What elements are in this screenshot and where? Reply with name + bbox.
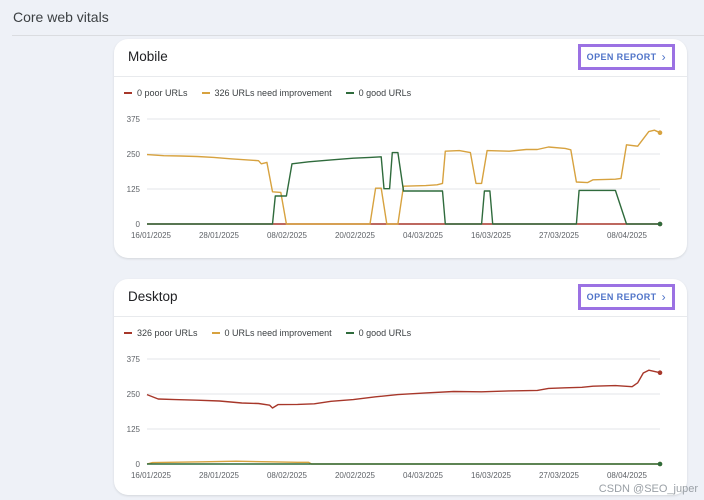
desktop-card-title: Desktop <box>128 289 178 304</box>
open-report-label: OPEN REPORT <box>586 292 657 302</box>
legend-swatch <box>345 332 354 334</box>
y-tick-label: 375 <box>127 115 141 124</box>
mobile-chart: 0 125 250 375 16/01/2025 28/01/2025 08/02/2025… <box>127 115 663 240</box>
legend-swatch <box>211 332 220 334</box>
series-end-point <box>657 130 663 136</box>
legend-item-good[interactable]: 0 good URLs <box>345 328 412 338</box>
open-report-label: OPEN REPORT <box>586 52 657 62</box>
x-tick-label: 16/01/2025 <box>131 231 172 240</box>
x-tick-label: 27/03/2025 <box>539 471 580 480</box>
chevron-right-icon: › <box>661 290 666 304</box>
x-tick-label: 28/01/2025 <box>199 471 240 480</box>
legend-label: 0 good URLs <box>358 328 412 338</box>
x-tick-label: 16/01/2025 <box>131 471 172 480</box>
series-line <box>146 129 661 225</box>
legend-label: 326 poor URLs <box>137 328 198 338</box>
mobile-open-report-button[interactable]: OPEN REPORT › <box>577 44 675 70</box>
x-tick-label: 16/03/2025 <box>471 471 512 480</box>
legend-swatch <box>124 92 132 94</box>
legend-swatch <box>124 332 132 334</box>
legend-swatch <box>345 92 354 94</box>
x-tick-label: 28/01/2025 <box>199 231 240 240</box>
legend-item-needs-improvement[interactable]: 0 URLs need improvement <box>211 328 332 338</box>
x-tick-label: 08/02/2025 <box>267 231 308 240</box>
x-tick-label: 08/04/2025 <box>607 471 648 480</box>
x-tick-label: 08/02/2025 <box>267 471 308 480</box>
y-tick-label: 125 <box>127 425 141 434</box>
mobile-card: Mobile OPEN REPORT › 0 poor URLs 326 URL… <box>114 39 687 258</box>
series-end-point <box>657 461 663 467</box>
y-tick-label: 250 <box>127 150 141 159</box>
y-tick-label: 375 <box>127 355 141 364</box>
legend-label: 0 poor URLs <box>137 88 188 98</box>
watermark: CSDN @SEO_juper <box>598 483 698 495</box>
card-divider <box>114 76 687 77</box>
y-tick-label: 250 <box>127 390 141 399</box>
x-tick-label: 04/03/2025 <box>403 231 444 240</box>
series-line <box>147 151 660 225</box>
title-divider <box>12 35 704 36</box>
mobile-card-title: Mobile <box>128 49 168 64</box>
y-tick-label: 0 <box>136 220 141 229</box>
x-tick-label: 16/03/2025 <box>471 231 512 240</box>
desktop-card: Desktop OPEN REPORT › 326 poor URLs 0 UR… <box>114 279 687 495</box>
legend-item-poor[interactable]: 326 poor URLs <box>124 328 198 338</box>
chevron-right-icon: › <box>661 50 666 64</box>
y-tick-label: 0 <box>136 460 141 469</box>
x-tick-label: 20/02/2025 <box>335 471 376 480</box>
y-tick-label: 125 <box>127 185 141 194</box>
legend-item-needs-improvement[interactable]: 326 URLs need improvement <box>201 88 332 98</box>
x-tick-label: 04/03/2025 <box>403 471 444 480</box>
mobile-legend: 0 poor URLs 326 URLs need improvement 0 … <box>124 88 411 98</box>
desktop-open-report-button[interactable]: OPEN REPORT › <box>577 284 675 310</box>
legend-swatch <box>201 92 210 94</box>
legend-item-poor[interactable]: 0 poor URLs <box>124 88 188 98</box>
page-title: Core web vitals <box>13 9 109 25</box>
legend-item-good[interactable]: 0 good URLs <box>345 88 412 98</box>
legend-label: 0 URLs need improvement <box>224 328 332 338</box>
legend-label: 326 URLs need improvement <box>214 88 332 98</box>
x-tick-label: 08/04/2025 <box>607 231 648 240</box>
desktop-chart: 0 125 250 375 16/01/2025 28/01/2025 08/02/2025… <box>127 355 663 480</box>
x-tick-label: 27/03/2025 <box>539 231 580 240</box>
series-end-point <box>657 221 663 227</box>
series-line <box>146 369 661 409</box>
desktop-legend: 326 poor URLs 0 URLs need improvement 0 … <box>124 328 411 338</box>
series-end-point <box>657 370 663 376</box>
legend-label: 0 good URLs <box>358 88 412 98</box>
card-divider <box>114 316 687 317</box>
x-tick-label: 20/02/2025 <box>335 231 376 240</box>
